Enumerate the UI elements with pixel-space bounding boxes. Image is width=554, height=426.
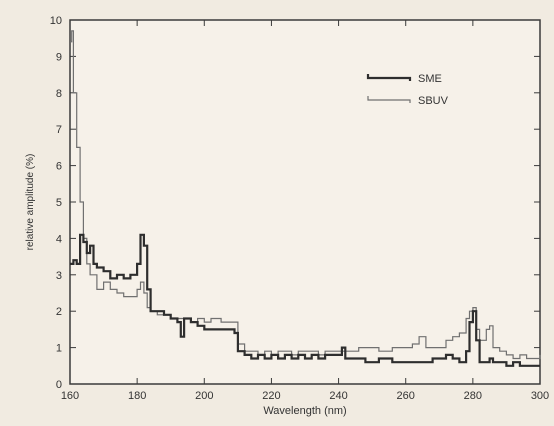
legend-swatch-sbuv bbox=[367, 96, 411, 103]
y-tick-label: 8 bbox=[56, 88, 62, 100]
y-tick-label: 7 bbox=[56, 124, 62, 136]
plot-frame bbox=[69, 19, 541, 385]
series-layer bbox=[70, 30, 541, 367]
x-axis-label: Wavelength (nm) bbox=[263, 405, 346, 417]
y-tick-label: 4 bbox=[56, 233, 62, 245]
y-tick-label: 10 bbox=[50, 15, 62, 27]
x-tick-label: 300 bbox=[531, 390, 549, 402]
legend-label-sme: SME bbox=[418, 73, 442, 85]
legend: SME SBUV bbox=[366, 73, 449, 107]
x-tick-label: 160 bbox=[61, 390, 79, 402]
x-tick-label: 260 bbox=[397, 390, 415, 402]
y-tick-label: 1 bbox=[56, 343, 62, 355]
y-tick-label: 5 bbox=[56, 197, 62, 209]
x-tick-label: 200 bbox=[195, 390, 213, 402]
series-line-sme bbox=[70, 233, 540, 367]
x-tick-label: 240 bbox=[329, 390, 347, 402]
x-tick-label: 280 bbox=[464, 390, 482, 402]
legend-label-sbuv: SBUV bbox=[418, 95, 449, 107]
legend-swatch-sme bbox=[366, 74, 412, 81]
y-tick-label: 3 bbox=[56, 270, 62, 282]
y-tick-label: 2 bbox=[56, 306, 62, 318]
series-line-sbuv bbox=[70, 30, 541, 360]
y-tick-label: 6 bbox=[56, 161, 62, 173]
y-tick-label: 0 bbox=[56, 379, 62, 391]
axis-ticks: 160 180 200 220 240 260 280 300 0 1 2 3 4 5 6 7 8 9 10 bbox=[50, 15, 549, 402]
x-tick-label: 220 bbox=[262, 390, 280, 402]
y-axis-label: relative amplitude (%) bbox=[25, 154, 36, 251]
y-tick-label: 9 bbox=[56, 51, 62, 63]
x-tick-label: 180 bbox=[128, 390, 146, 402]
